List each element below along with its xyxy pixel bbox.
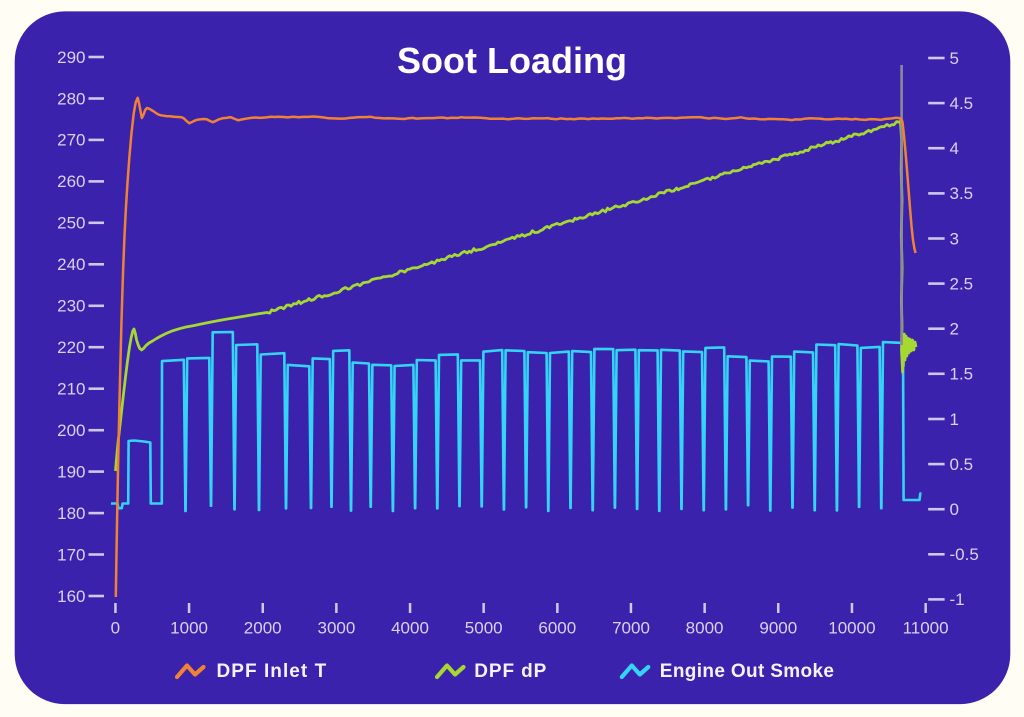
svg-text:230: 230 — [57, 297, 85, 316]
svg-text:290: 290 — [57, 48, 85, 67]
svg-text:280: 280 — [57, 89, 85, 108]
svg-text:5000: 5000 — [465, 619, 503, 638]
svg-text:4: 4 — [950, 139, 959, 158]
svg-text:190: 190 — [57, 462, 85, 481]
svg-text:1: 1 — [950, 410, 959, 429]
svg-text:9000: 9000 — [759, 619, 797, 638]
svg-text:DPF Inlet T: DPF Inlet T — [217, 661, 328, 682]
svg-text:1000: 1000 — [170, 619, 208, 638]
svg-text:250: 250 — [57, 214, 85, 233]
svg-text:210: 210 — [57, 380, 85, 399]
svg-text:240: 240 — [57, 255, 85, 274]
svg-text:11000: 11000 — [903, 619, 949, 638]
svg-text:180: 180 — [57, 504, 85, 523]
svg-text:2000: 2000 — [244, 619, 282, 638]
svg-text:0: 0 — [111, 619, 120, 638]
svg-text:1.5: 1.5 — [950, 365, 974, 384]
svg-text:7000: 7000 — [612, 619, 650, 638]
svg-text:170: 170 — [57, 545, 85, 564]
svg-text:260: 260 — [57, 172, 85, 191]
svg-text:8000: 8000 — [686, 619, 724, 638]
svg-text:3.5: 3.5 — [950, 184, 974, 203]
svg-text:5: 5 — [950, 49, 959, 68]
svg-text:0.5: 0.5 — [950, 455, 974, 474]
svg-text:Engine Out Smoke: Engine Out Smoke — [660, 661, 835, 682]
svg-text:10000: 10000 — [828, 619, 875, 638]
svg-text:6000: 6000 — [538, 619, 576, 638]
svg-text:3: 3 — [950, 229, 959, 248]
svg-text:3000: 3000 — [317, 619, 355, 638]
svg-text:4.5: 4.5 — [950, 94, 974, 113]
svg-text:220: 220 — [57, 338, 85, 357]
svg-text:2: 2 — [950, 320, 959, 339]
svg-text:-0.5: -0.5 — [950, 545, 979, 564]
svg-text:4000: 4000 — [391, 619, 429, 638]
svg-text:200: 200 — [57, 421, 85, 440]
svg-text:160: 160 — [57, 587, 85, 606]
svg-text:Soot Loading: Soot Loading — [397, 40, 627, 81]
svg-text:0: 0 — [950, 500, 959, 519]
svg-text:270: 270 — [57, 131, 85, 150]
svg-text:2.5: 2.5 — [950, 274, 974, 293]
svg-text:DPF dP: DPF dP — [474, 661, 547, 682]
svg-text:-1: -1 — [950, 590, 965, 609]
